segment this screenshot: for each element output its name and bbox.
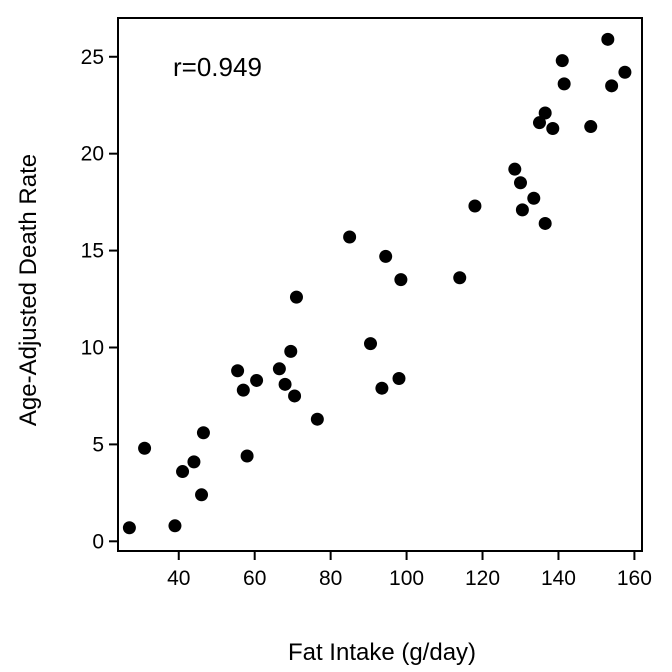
data-points — [122, 32, 632, 535]
data-point — [236, 383, 250, 397]
data-point — [195, 488, 209, 502]
data-point — [272, 362, 286, 376]
x-tick-label: 60 — [243, 567, 266, 590]
y-axis: 0 5 10 15 20 25 — [81, 46, 118, 553]
data-point — [231, 364, 245, 378]
data-point — [546, 121, 560, 135]
x-tick-label: 100 — [389, 567, 424, 590]
data-point — [527, 191, 541, 205]
data-point — [508, 162, 522, 176]
data-point — [176, 465, 190, 479]
data-point — [379, 249, 393, 263]
correlation-annotation: r=0.949 — [173, 52, 262, 82]
data-point — [605, 79, 619, 93]
y-tick-label: 15 — [81, 240, 104, 263]
y-tick-label: 25 — [81, 46, 104, 69]
x-tick-label: 160 — [617, 567, 652, 590]
data-point — [618, 65, 632, 79]
data-point — [187, 455, 201, 469]
data-point — [289, 290, 303, 304]
y-tick-label: 5 — [92, 433, 104, 456]
data-point — [453, 271, 467, 285]
x-tick-label: 140 — [541, 567, 576, 590]
data-point — [601, 32, 615, 46]
data-point — [557, 77, 571, 91]
data-point — [468, 199, 482, 213]
x-tick-label: 80 — [319, 567, 342, 590]
data-point — [555, 54, 569, 68]
x-axis: 40 60 80 100 120 140 160 — [167, 551, 652, 590]
y-tick-label: 20 — [81, 143, 104, 166]
y-tick-label: 0 — [92, 530, 104, 553]
data-point — [538, 216, 552, 230]
data-point — [250, 373, 264, 387]
data-point — [513, 176, 527, 190]
x-axis-label: Fat Intake (g/day) — [288, 639, 476, 666]
data-point — [288, 389, 302, 403]
data-point — [532, 116, 546, 130]
plot-frame — [117, 17, 643, 552]
y-tick-label: 10 — [81, 336, 104, 359]
x-tick-label: 120 — [465, 567, 500, 590]
y-axis-label: Age-Adjusted Death Rate — [15, 154, 42, 426]
data-point — [168, 519, 182, 533]
data-point — [375, 381, 389, 395]
data-point — [538, 106, 552, 120]
data-point — [584, 120, 598, 134]
data-point — [122, 521, 136, 535]
data-point — [343, 230, 357, 244]
data-point — [394, 273, 408, 287]
data-point — [515, 203, 529, 217]
data-point — [364, 337, 378, 351]
data-point — [392, 372, 406, 386]
data-point — [196, 426, 210, 440]
data-point — [284, 344, 298, 358]
data-point — [138, 441, 152, 455]
data-point — [310, 412, 324, 426]
data-point — [240, 449, 254, 463]
data-point — [278, 377, 292, 391]
x-tick-label: 40 — [167, 567, 190, 590]
